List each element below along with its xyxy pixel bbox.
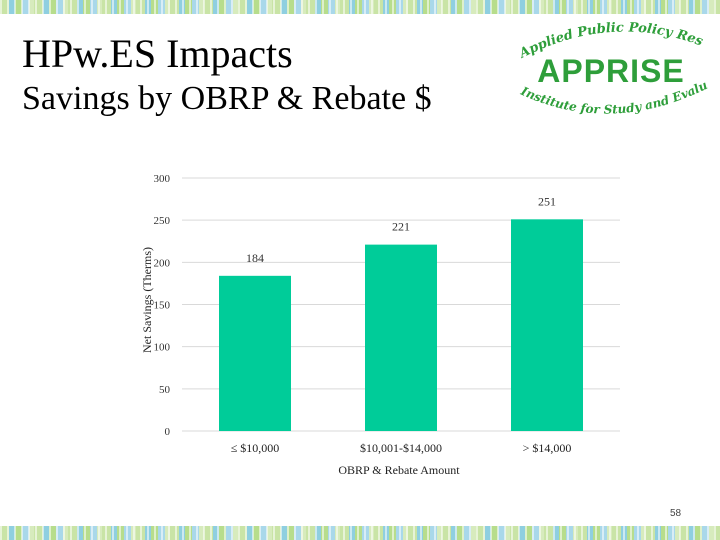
decorative-top-band bbox=[0, 0, 720, 14]
y-tick-label: 150 bbox=[154, 300, 171, 312]
y-tick-label: 0 bbox=[165, 426, 171, 438]
y-axis-ticks: 0 50 100 150 200 250 300 bbox=[154, 173, 171, 438]
y-tick-label: 50 bbox=[159, 384, 171, 396]
y-tick-label: 200 bbox=[154, 257, 171, 269]
bars bbox=[219, 219, 583, 431]
x-axis-title: OBRP & Rebate Amount bbox=[338, 463, 460, 477]
bar bbox=[365, 244, 437, 431]
data-label: 184 bbox=[246, 251, 264, 265]
y-tick-label: 100 bbox=[154, 342, 171, 354]
x-category-label: ≤ $10,000 bbox=[231, 441, 280, 455]
x-axis-categories: ≤ $10,000 $10,001-$14,000 > $14,000 bbox=[231, 441, 572, 455]
bar bbox=[219, 275, 291, 431]
x-category-label: > $14,000 bbox=[523, 441, 572, 455]
slide-title: HPw.ES Impacts bbox=[22, 31, 293, 76]
data-labels: 184 221 251 bbox=[246, 194, 556, 265]
logo-main-text: APPRISE bbox=[537, 53, 684, 89]
bar bbox=[511, 219, 583, 431]
decorative-bottom-band bbox=[0, 526, 720, 540]
data-label: 251 bbox=[538, 194, 556, 208]
y-tick-label: 250 bbox=[154, 215, 171, 227]
data-label: 221 bbox=[392, 220, 410, 234]
y-tick-label: 300 bbox=[154, 173, 171, 185]
x-category-label: $10,001-$14,000 bbox=[360, 441, 442, 455]
apprise-logo: Applied Public Policy Research APPRISE I… bbox=[508, 18, 710, 117]
slide-subtitle: Savings by OBRP & Rebate $ bbox=[22, 80, 432, 117]
y-axis-title: Net Savings (Therms) bbox=[140, 247, 154, 353]
page-number: 58 bbox=[670, 508, 682, 519]
